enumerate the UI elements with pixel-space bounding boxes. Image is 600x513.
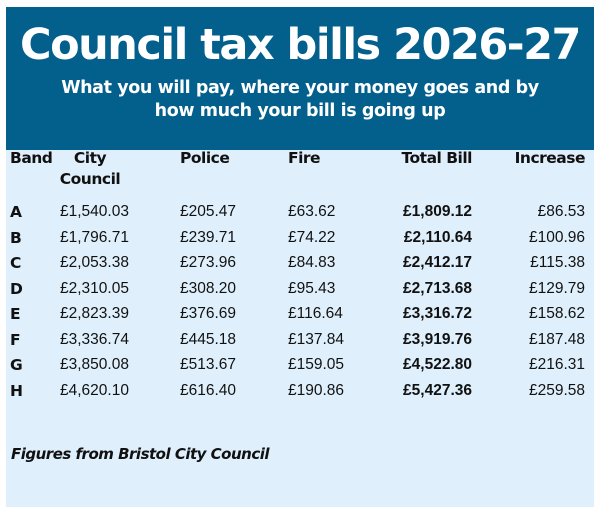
table-cell: £158.62 [528, 305, 585, 322]
band-label: A [10, 203, 22, 221]
page-title: Council tax bills 2026-27 [20, 20, 581, 70]
table-cell: £3,336.74 [60, 330, 129, 348]
table-cell: £129.79 [528, 279, 585, 297]
header-banner: Council tax bills 2026-27 What you will … [6, 7, 594, 150]
table-cell: £2,053.38 [60, 254, 129, 271]
table-cell: £513.67 [180, 356, 237, 373]
source-note: Figures from Bristol City Council [11, 445, 270, 463]
table-cell: £187.48 [528, 330, 585, 348]
column-header: Fire [288, 149, 321, 167]
council-tax-panel: Council tax bills 2026-27 What you will … [6, 7, 594, 507]
band-label: F [10, 330, 21, 349]
table-cell: £86.53 [537, 203, 585, 220]
table-cell: £1,796.71 [60, 228, 129, 246]
table-cell: £5,427.36 [403, 381, 472, 399]
table-cell: £137.84 [288, 330, 345, 348]
table-cell: £84.83 [288, 254, 336, 271]
table-cell: £3,850.08 [60, 356, 129, 373]
table-cell: £2,110.64 [403, 228, 472, 246]
table-cell: £2,823.39 [60, 305, 129, 322]
band-label: C [10, 254, 22, 272]
table-cell: £216.31 [528, 356, 585, 373]
table-cell: £4,620.10 [60, 381, 129, 399]
table-cell: £1,540.03 [60, 203, 129, 220]
table-cell: £2,412.17 [403, 254, 472, 271]
table-cell: £115.38 [530, 254, 585, 271]
table-cell: £376.69 [180, 305, 237, 322]
table-cell: £74.22 [288, 228, 336, 246]
band-label: B [10, 228, 22, 247]
table-cell: £259.58 [528, 381, 585, 399]
table-cell: £616.40 [180, 381, 237, 399]
table-cell: £3,919.76 [403, 330, 472, 348]
table-cell: £190.86 [288, 381, 345, 399]
table-cell: £159.05 [288, 356, 345, 373]
page-subtitle: What you will pay, where your money goes… [61, 78, 539, 121]
table-cell: £4,522.80 [403, 356, 472, 373]
table-cell: £273.96 [180, 254, 237, 271]
band-label: H [10, 381, 23, 400]
table-cell: £63.62 [288, 203, 336, 220]
table-cell: £116.64 [288, 305, 343, 322]
table-cell: £95.43 [288, 279, 336, 297]
column-header: Band [10, 149, 53, 167]
band-label: G [10, 356, 23, 374]
table-cell: £239.71 [180, 228, 237, 246]
table-cell: £2,310.05 [60, 279, 129, 297]
column-header: Police [180, 149, 230, 167]
table-cell: £2,713.68 [403, 279, 472, 297]
table-cell: £100.96 [528, 228, 585, 246]
table-cell: £445.18 [180, 330, 237, 348]
table-cell: £3,316.72 [403, 305, 472, 322]
band-label: D [10, 279, 23, 298]
column-header: Increase [514, 149, 586, 167]
column-header: City Council [59, 149, 121, 188]
table-cell: £308.20 [180, 279, 237, 297]
table-cell: £205.47 [180, 203, 237, 220]
band-label: E [10, 305, 21, 323]
column-header: Total Bill [401, 149, 473, 167]
table-cell: £1,809.12 [403, 203, 472, 220]
